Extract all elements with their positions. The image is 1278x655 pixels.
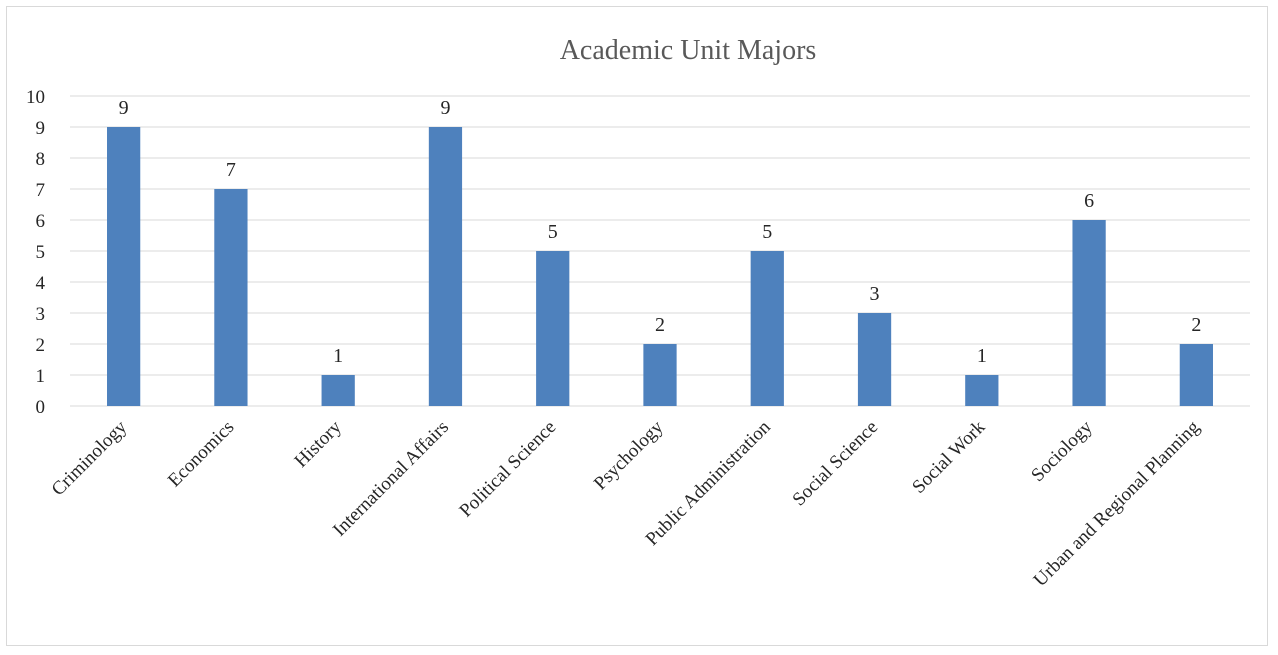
bars: [107, 127, 1213, 406]
y-tick-label: 7: [36, 180, 46, 201]
x-tick-label: Social Work: [908, 416, 989, 497]
y-tick-label: 8: [36, 149, 46, 170]
y-tick-label: 6: [36, 211, 46, 232]
x-tick-label: Sociology: [1027, 416, 1097, 486]
data-label: 1: [977, 345, 987, 367]
y-tick-label: 0: [36, 397, 46, 418]
x-tick-label: Criminology: [48, 416, 132, 500]
y-tick-label: 10: [26, 87, 45, 108]
bar: [107, 127, 141, 406]
bar: [214, 189, 248, 406]
y-tick-label: 5: [36, 242, 46, 263]
data-label: 3: [870, 283, 880, 305]
y-tick-label: 9: [36, 118, 46, 139]
bar: [321, 375, 355, 406]
data-label: 5: [762, 221, 772, 243]
x-tick-label: Social Science: [789, 417, 883, 511]
y-tick-label: 2: [36, 335, 46, 356]
data-label: 2: [655, 314, 665, 336]
data-label: 7: [226, 159, 236, 181]
bar: [536, 251, 570, 406]
x-tick-label: History: [291, 416, 347, 472]
data-label: 5: [548, 221, 558, 243]
data-label: 1: [333, 345, 343, 367]
x-axis-ticks: Criminology Economics HistoryInternational…: [48, 416, 1205, 591]
data-label: 9: [119, 97, 129, 119]
data-label: 6: [1084, 190, 1094, 212]
y-axis-ticks: 0 1 2 3 4 5 6 7 8 9 10: [26, 87, 46, 418]
bar: [750, 251, 784, 406]
y-tick-label: 1: [36, 366, 46, 387]
bar: [965, 375, 999, 406]
bar: [1179, 344, 1213, 406]
x-tick-label: International Affairs: [329, 417, 453, 541]
data-label: 2: [1191, 314, 1201, 336]
x-tick-label: Political Science: [456, 417, 561, 522]
y-tick-label: 4: [36, 273, 46, 294]
x-tick-label: Economics: [164, 417, 239, 492]
bar: [1072, 220, 1106, 406]
gridlines: [70, 95, 1250, 407]
y-tick-label: 3: [36, 304, 46, 325]
data-labels: 9 7 1 9 5 2 5 3 1 6 2: [119, 97, 1202, 367]
bar: [643, 344, 677, 406]
bar: [857, 313, 892, 406]
chart-title: Academic Unit Majors: [560, 35, 817, 66]
x-tick-label: Psychology: [590, 416, 668, 494]
data-label: 9: [440, 97, 450, 119]
bar: [428, 127, 463, 406]
